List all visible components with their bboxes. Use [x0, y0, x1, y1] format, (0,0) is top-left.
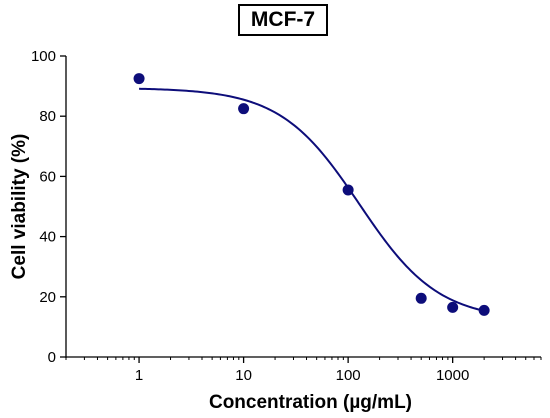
x-tick-label: 1000 [436, 367, 469, 384]
x-tick-label: 10 [235, 367, 252, 384]
y-tick-label: 80 [39, 108, 56, 125]
chart-title: MCF-7 [238, 4, 328, 36]
y-axis-title: Cell viability (%) [9, 134, 30, 280]
y-tick-label: 20 [39, 289, 56, 306]
x-axis-title: Concentration (µg/mL) [209, 392, 412, 413]
data-point [238, 103, 250, 115]
data-point [342, 184, 354, 196]
y-tick-label: 60 [39, 168, 56, 185]
data-point [478, 304, 490, 316]
y-tick-label: 0 [48, 349, 56, 366]
data-point [447, 301, 459, 313]
fit-curve-line [139, 87, 485, 312]
data-point [133, 73, 145, 85]
data-point [415, 292, 427, 304]
x-tick-label: 1 [135, 367, 143, 384]
y-tick-label: 40 [39, 229, 56, 246]
y-tick-label: 100 [31, 48, 56, 65]
x-tick-label: 100 [336, 367, 361, 384]
